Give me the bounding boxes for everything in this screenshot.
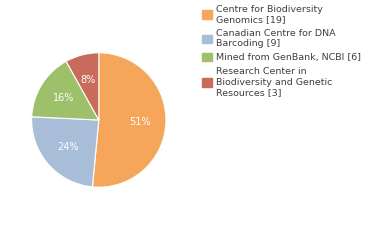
Wedge shape (92, 53, 166, 187)
Wedge shape (66, 53, 99, 120)
Text: 51%: 51% (129, 117, 150, 127)
Text: 8%: 8% (81, 75, 96, 85)
Text: 16%: 16% (53, 93, 74, 103)
Legend: Centre for Biodiversity
Genomics [19], Canadian Centre for DNA
Barcoding [9], Mi: Centre for Biodiversity Genomics [19], C… (202, 5, 361, 97)
Wedge shape (32, 61, 99, 120)
Wedge shape (32, 117, 99, 187)
Text: 24%: 24% (57, 142, 79, 152)
